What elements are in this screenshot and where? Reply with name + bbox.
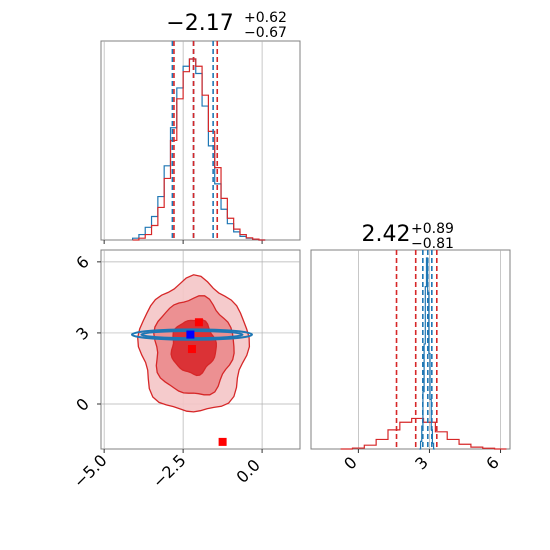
- x-tick-label: 3: [411, 453, 432, 474]
- histogram-panel-x: [100, 40, 301, 244]
- title-plus: +0.62: [244, 10, 287, 26]
- marker-square: [186, 330, 195, 339]
- x-tick-label: 0.0: [232, 455, 263, 486]
- marker-square: [187, 345, 196, 354]
- marker-square: [218, 437, 227, 446]
- x-tick-label: 0: [340, 453, 361, 474]
- marker-square: [194, 318, 203, 327]
- contour-panel-xy: −5.0 −2.5 0.0 0 3 6: [70, 249, 301, 492]
- x-tick-label: 6: [482, 453, 503, 474]
- panel-frame: [310, 249, 511, 450]
- y-tick-label: 0: [72, 394, 93, 415]
- title-minus: −0.67: [244, 25, 287, 41]
- title-median: −2.17: [166, 11, 233, 36]
- x-tick-label: −2.5: [149, 451, 190, 492]
- title-median: 2.42: [362, 222, 411, 247]
- histogram-series-1: [132, 58, 266, 241]
- title-plus: +0.89: [411, 221, 454, 237]
- x-tick-label: −5.0: [70, 451, 111, 492]
- title-minus: −0.81: [411, 236, 454, 252]
- histogram-x-title: −2.17: [166, 11, 233, 36]
- y-tick-label: 3: [72, 323, 93, 344]
- histogram-panel-y: 0 3 6: [310, 249, 511, 474]
- contour-level-a: [130, 328, 253, 341]
- panel-frame: [100, 40, 301, 241]
- histogram-y-title: 2.42: [362, 222, 411, 247]
- y-tick-label: 6: [72, 252, 93, 273]
- histogram-series-0: [131, 58, 266, 241]
